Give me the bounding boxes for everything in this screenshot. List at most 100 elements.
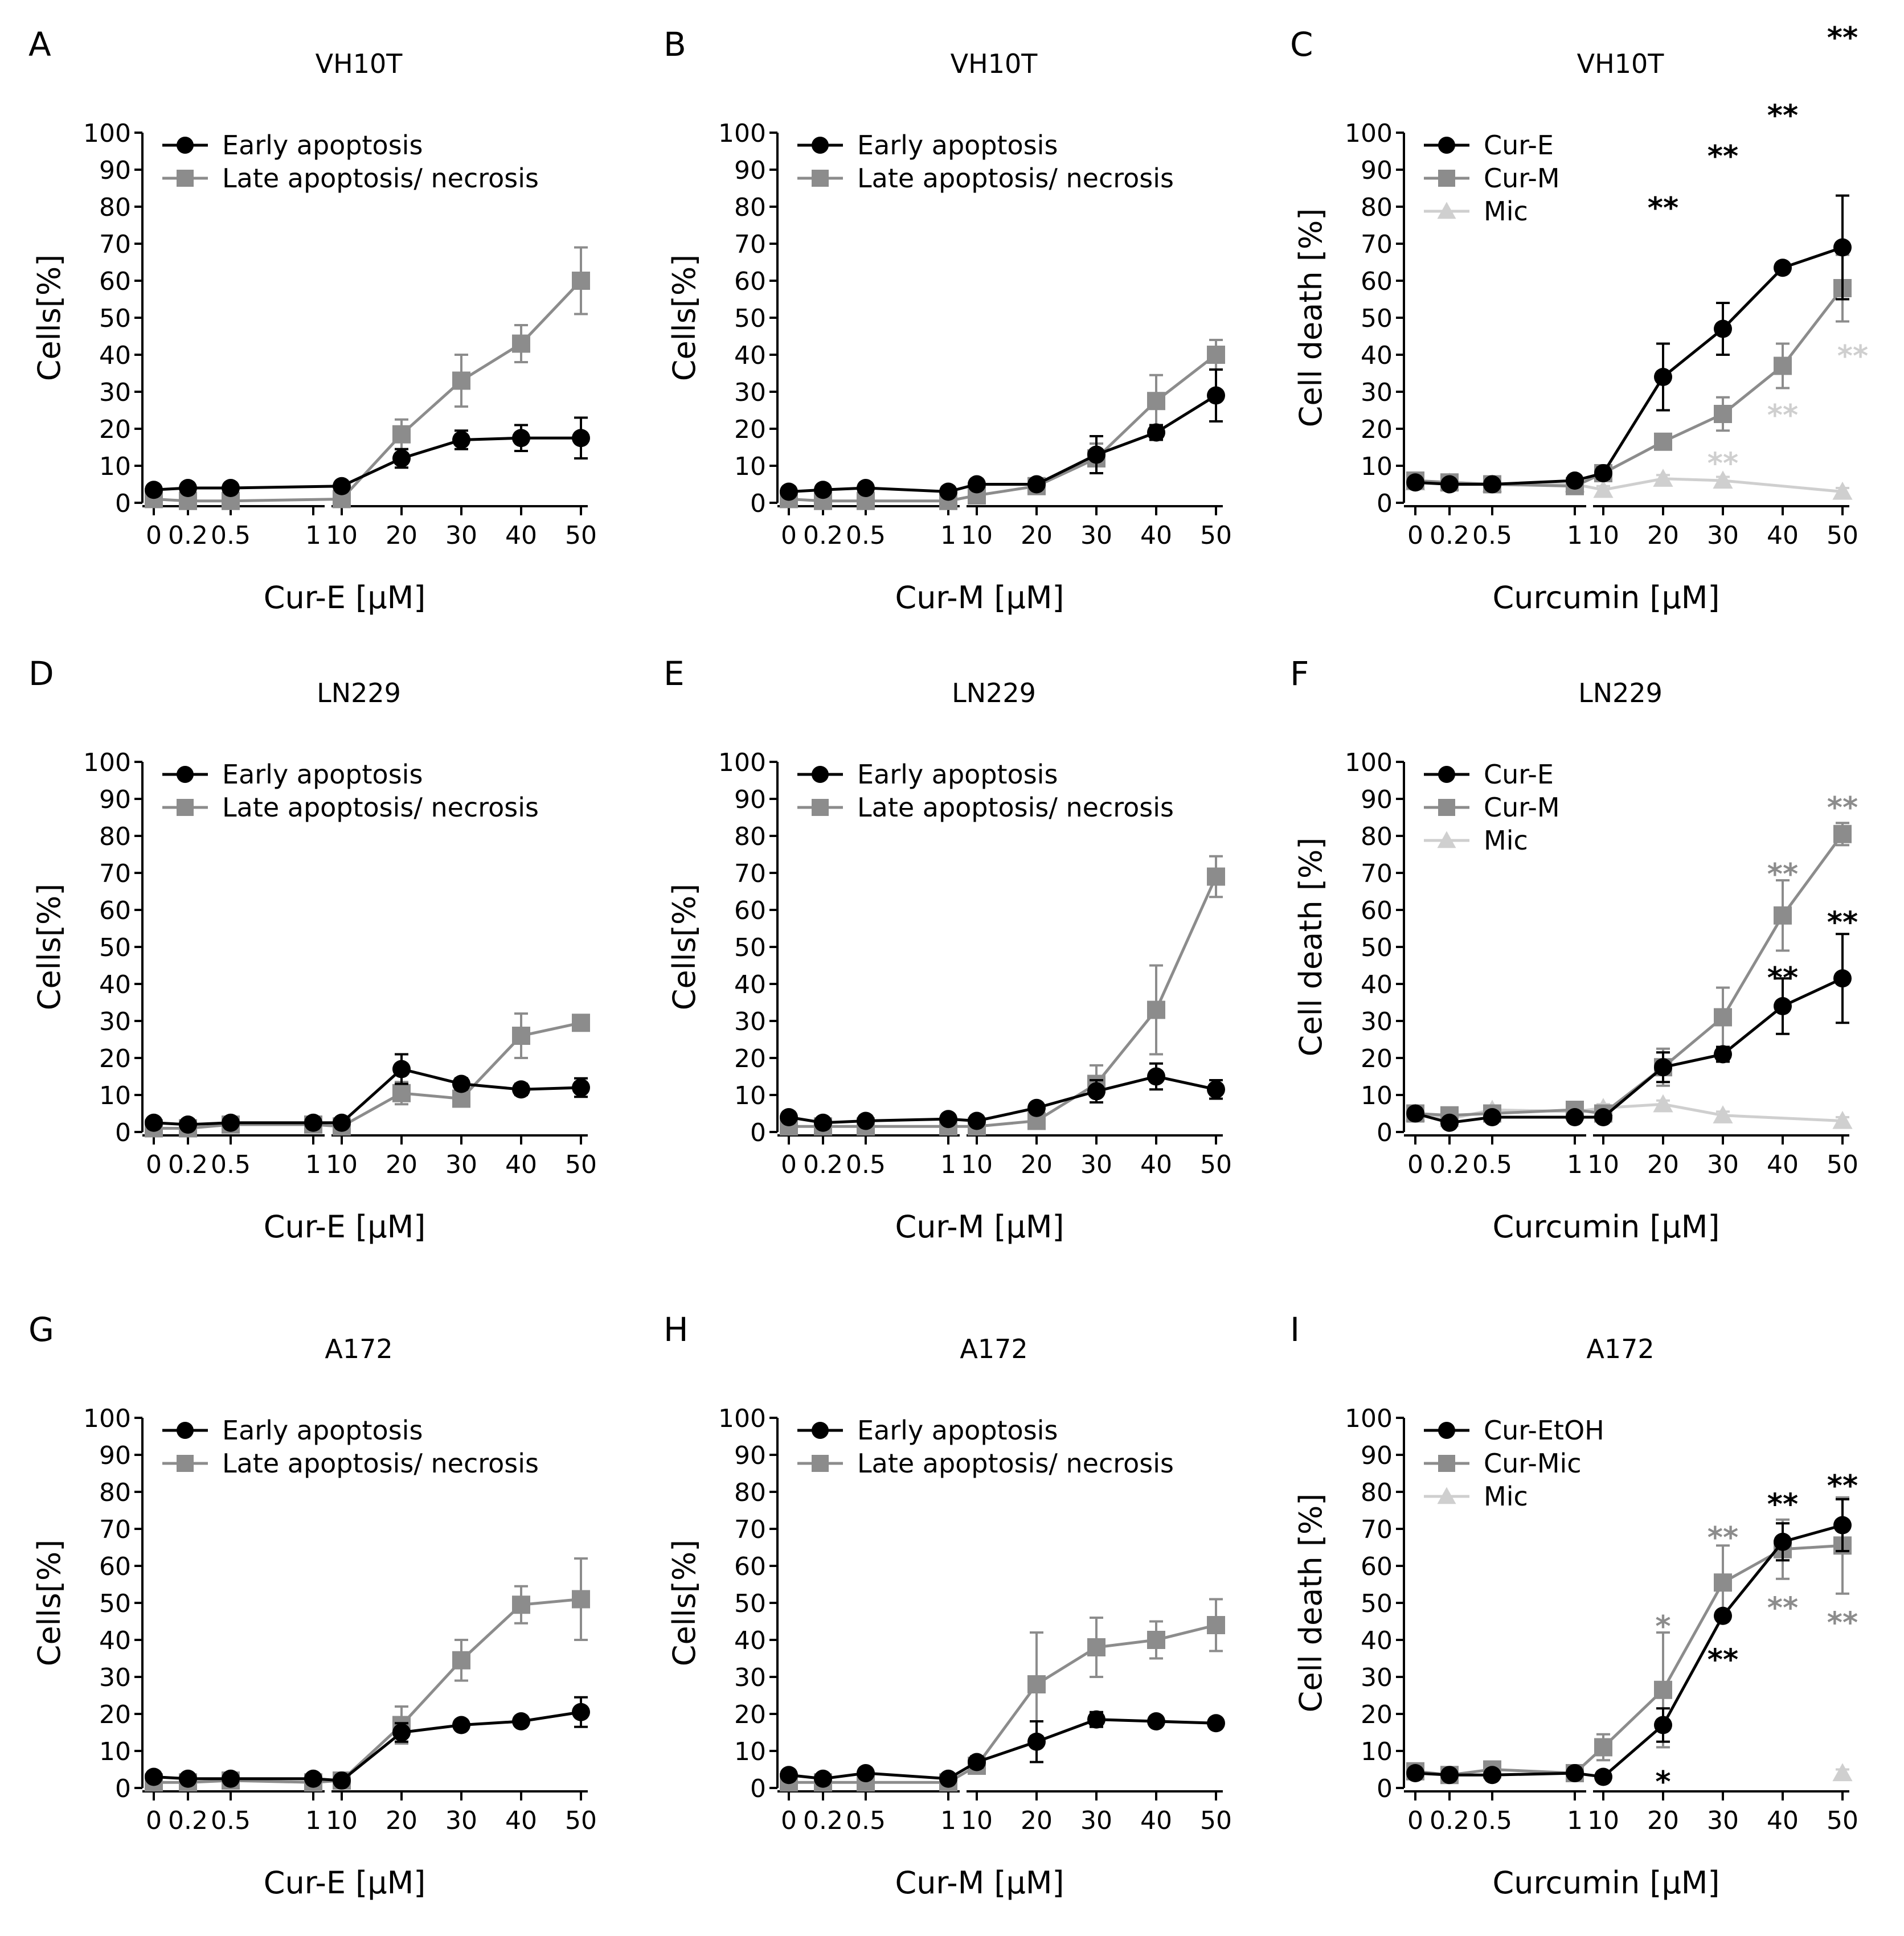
y-tick-label: 80 (1361, 1478, 1393, 1507)
y-tick-label: 100 (1345, 748, 1393, 777)
data-point (222, 1769, 240, 1788)
y-tick-label: 70 (1361, 230, 1393, 259)
y-tick-label: 90 (99, 785, 131, 814)
y-tick-label: 90 (734, 785, 766, 814)
significance-mark: ** (1767, 858, 1798, 892)
legend-marker (812, 799, 829, 816)
series-cur-m (1406, 253, 1852, 495)
legend-label: Cur-M (1484, 792, 1560, 823)
data-point (968, 1111, 986, 1130)
legend-label: Mic (1484, 196, 1528, 227)
series-cur-e (1406, 194, 1852, 494)
y-tick-label: 30 (99, 1007, 131, 1036)
panel-letter: H (664, 1310, 689, 1349)
y-tick-label: 20 (1361, 1700, 1393, 1729)
x-tick-label: 40 (505, 1150, 537, 1179)
x-tick-label: 50 (1827, 1806, 1858, 1835)
data-point (1406, 1104, 1424, 1123)
data-point (1714, 1606, 1732, 1625)
data-point (1566, 471, 1584, 490)
x-tick-label: 30 (1707, 1150, 1739, 1179)
y-axis-label: Cell death [%] (1293, 208, 1329, 428)
x-tick-label: 0.5 (846, 1150, 886, 1179)
data-point (1593, 479, 1614, 498)
data-point (145, 481, 163, 499)
x-tick-label: 0.2 (1430, 1150, 1469, 1179)
x-tick-label: 0 (1407, 1150, 1423, 1179)
legend-label: Early apoptosis (857, 130, 1058, 161)
data-point (1594, 1767, 1612, 1786)
x-tick-label: 0.2 (803, 1150, 843, 1179)
x-tick-label: 40 (505, 1806, 537, 1835)
data-point (1440, 475, 1459, 494)
significance-mark: * (1655, 1610, 1670, 1644)
y-tick-label: 60 (1361, 896, 1393, 925)
legend-label: Early apoptosis (857, 759, 1058, 790)
series-late-apoptosis-necrosis (145, 1557, 590, 1792)
y-tick-label: 0 (115, 1774, 131, 1803)
data-point (939, 1110, 957, 1129)
data-point (1713, 1105, 1733, 1123)
x-tick-label: 20 (1647, 521, 1679, 550)
x-tick-label: 1 (305, 1806, 321, 1835)
legend-label: Mic (1484, 825, 1528, 856)
data-point (1594, 464, 1612, 482)
x-tick-label: 30 (1080, 1150, 1112, 1179)
y-tick-label: 100 (718, 119, 766, 148)
legend-marker (1438, 1455, 1455, 1472)
y-tick-label: 0 (115, 1118, 131, 1147)
y-tick-label: 90 (1361, 785, 1393, 814)
x-tick-label: 40 (1140, 1806, 1172, 1835)
data-point (780, 1108, 798, 1126)
y-tick-label: 70 (99, 859, 131, 888)
data-point (572, 429, 590, 448)
y-tick-label: 10 (99, 1081, 131, 1110)
legend-label: Early apoptosis (222, 759, 423, 790)
panel-title: VH10T (951, 48, 1038, 79)
y-tick-label: 60 (99, 267, 131, 296)
data-point (780, 1766, 798, 1785)
legend-label: Late apoptosis/ necrosis (222, 163, 539, 194)
data-point (1483, 1766, 1501, 1785)
significance-mark: ** (1767, 399, 1798, 433)
x-tick-label: 0.5 (1472, 1150, 1512, 1179)
data-point (512, 334, 530, 353)
legend-label: Cur-E (1484, 759, 1554, 790)
y-tick-label: 40 (1361, 341, 1393, 370)
x-tick-label: 40 (1767, 1806, 1799, 1835)
data-point (1714, 1045, 1732, 1064)
x-axis-label: Cur-M [µM] (895, 1209, 1064, 1245)
y-tick-label: 80 (1361, 193, 1393, 222)
data-point (968, 475, 986, 494)
significance-mark: ** (1827, 791, 1858, 825)
x-tick-label: 0.2 (168, 521, 208, 550)
data-point (1147, 423, 1165, 442)
y-tick-label: 70 (734, 859, 766, 888)
legend-marker (1438, 799, 1455, 816)
legend-label: Late apoptosis/ necrosis (857, 792, 1174, 823)
y-axis-label: Cells[%] (666, 1540, 702, 1667)
y-tick-label: 30 (99, 1663, 131, 1692)
y-tick-label: 100 (718, 1404, 766, 1433)
legend-label: Late apoptosis/ necrosis (857, 1448, 1174, 1479)
data-point (1774, 356, 1792, 375)
y-tick-label: 0 (1377, 489, 1393, 518)
panel-letter: F (1290, 654, 1309, 693)
data-point (1832, 1763, 1853, 1782)
y-tick-label: 50 (99, 304, 131, 333)
x-tick-label: 20 (1647, 1806, 1679, 1835)
y-tick-label: 60 (99, 1552, 131, 1581)
series-cur-etoh (1406, 1498, 1852, 1786)
significance-mark: ** (1708, 1643, 1738, 1677)
legend-label: Late apoptosis/ necrosis (857, 163, 1174, 194)
series-early-apoptosis (145, 1696, 590, 1790)
y-tick-label: 20 (99, 415, 131, 444)
data-point (1440, 1113, 1459, 1132)
significance-mark: ** (1827, 1469, 1858, 1503)
y-tick-label: 30 (99, 378, 131, 407)
